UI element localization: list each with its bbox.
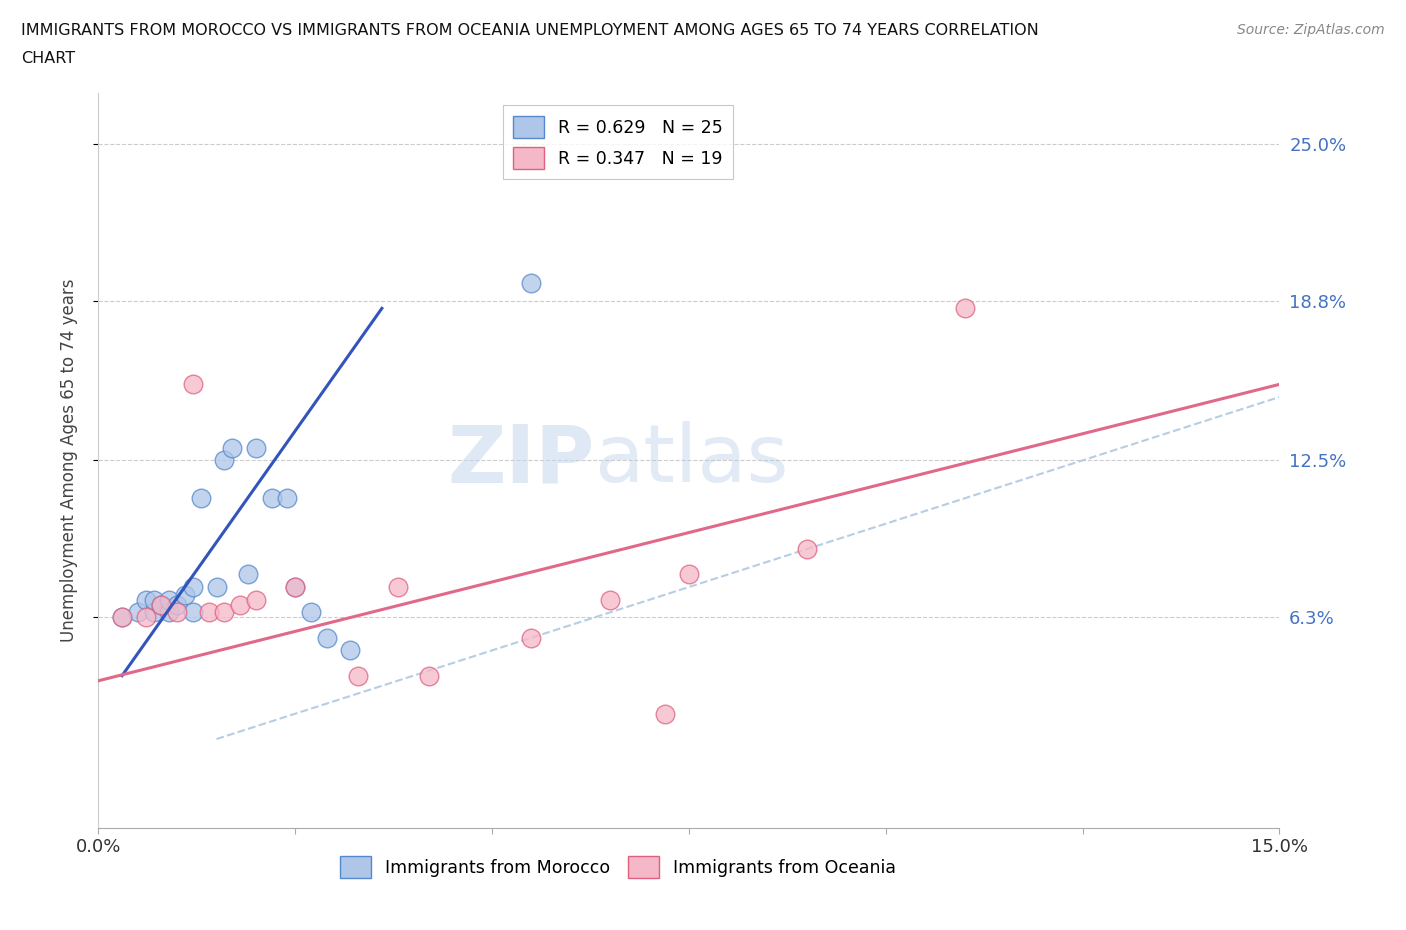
Point xyxy=(174,587,197,602)
Point xyxy=(166,604,188,619)
Point xyxy=(142,604,165,619)
Point xyxy=(142,592,165,607)
Point xyxy=(135,610,157,625)
Text: atlas: atlas xyxy=(595,421,789,499)
Point xyxy=(150,597,173,612)
Text: Source: ZipAtlas.com: Source: ZipAtlas.com xyxy=(1237,23,1385,37)
Point xyxy=(347,669,370,684)
Point xyxy=(339,643,361,658)
Point xyxy=(387,579,409,594)
Point xyxy=(229,597,252,612)
Point xyxy=(190,491,212,506)
Point xyxy=(654,706,676,721)
Point xyxy=(221,440,243,455)
Point xyxy=(599,592,621,607)
Legend: Immigrants from Morocco, Immigrants from Oceania: Immigrants from Morocco, Immigrants from… xyxy=(333,849,903,885)
Point xyxy=(236,567,259,582)
Point xyxy=(678,567,700,582)
Text: IMMIGRANTS FROM MOROCCO VS IMMIGRANTS FROM OCEANIA UNEMPLOYMENT AMONG AGES 65 TO: IMMIGRANTS FROM MOROCCO VS IMMIGRANTS FR… xyxy=(21,23,1039,38)
Point xyxy=(181,604,204,619)
Point xyxy=(111,610,134,625)
Text: ZIP: ZIP xyxy=(447,421,595,499)
Y-axis label: Unemployment Among Ages 65 to 74 years: Unemployment Among Ages 65 to 74 years xyxy=(59,279,77,642)
Point xyxy=(245,440,267,455)
Point xyxy=(157,604,180,619)
Point xyxy=(276,491,298,506)
Point xyxy=(214,453,236,468)
Point xyxy=(205,579,228,594)
Point xyxy=(284,579,307,594)
Point xyxy=(260,491,283,506)
Point xyxy=(520,275,543,290)
Point xyxy=(299,604,322,619)
Point xyxy=(150,597,173,612)
Point xyxy=(953,301,976,316)
Point xyxy=(520,631,543,645)
Point xyxy=(111,610,134,625)
Point xyxy=(214,604,236,619)
Text: CHART: CHART xyxy=(21,51,75,66)
Point xyxy=(135,592,157,607)
Point xyxy=(157,592,180,607)
Point xyxy=(181,579,204,594)
Point xyxy=(127,604,149,619)
Point xyxy=(181,377,204,392)
Point xyxy=(315,631,337,645)
Point xyxy=(197,604,219,619)
Point xyxy=(245,592,267,607)
Point xyxy=(166,597,188,612)
Point xyxy=(418,669,440,684)
Point xyxy=(284,579,307,594)
Point xyxy=(796,541,818,556)
